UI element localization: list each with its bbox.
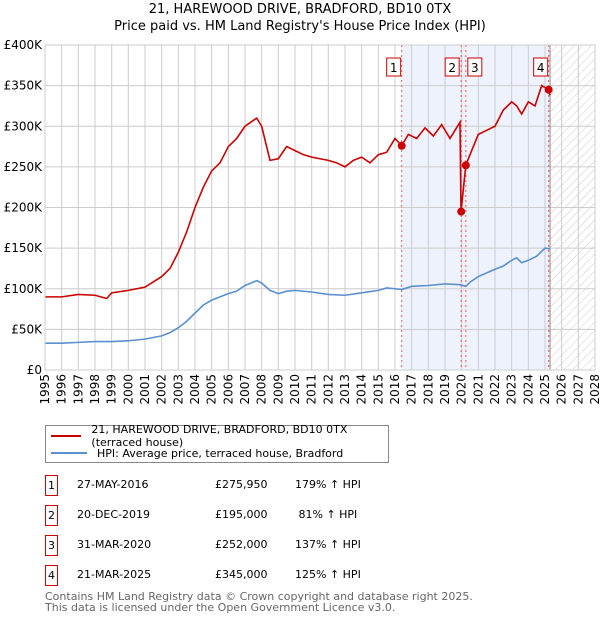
y-tick-label: £350K <box>4 79 44 93</box>
sale-label-box <box>444 57 460 77</box>
y-tick-label: £100K <box>4 282 44 296</box>
x-tick-label: 2017 <box>405 374 419 405</box>
x-tick-label: 2008 <box>255 374 269 405</box>
sale-number: 4 <box>45 565 58 586</box>
legend-red-line <box>51 435 82 437</box>
sale-date: 20-DEC-2019 <box>77 508 151 521</box>
legend: 21, HAREWOOD DRIVE, BRADFORD, BD10 0TX (… <box>45 423 389 463</box>
footer-line-1: Contains HM Land Registry data © Crown c… <box>45 590 473 603</box>
sale-price: £252,000 <box>215 538 268 551</box>
legend-property: 21, HAREWOOD DRIVE, BRADFORD, BD10 0TX (… <box>91 423 348 449</box>
x-tick-label: 2006 <box>221 374 235 405</box>
x-tick-label: 1999 <box>105 374 119 405</box>
sale-label: 1 <box>390 61 398 75</box>
x-tick-label: 2003 <box>171 374 185 405</box>
x-tick-label: 1996 <box>55 374 69 405</box>
sale-label: 3 <box>471 61 479 75</box>
x-tick-label: 2014 <box>355 374 369 405</box>
x-tick-label: 2016 <box>388 374 402 405</box>
x-tick-label: 2015 <box>371 374 385 405</box>
sale-date: 31-MAR-2020 <box>77 538 152 551</box>
footer-line-2: This data is licensed under the Open Gov… <box>45 601 396 614</box>
x-tick-label: 2000 <box>121 374 135 405</box>
series-line <box>45 247 551 344</box>
plot-frame <box>44 44 596 371</box>
sale-price: £345,000 <box>215 568 268 581</box>
sale-point <box>457 207 466 216</box>
y-tick-label: £300K <box>4 119 44 133</box>
x-tick-label: 2001 <box>138 374 152 405</box>
sale-label-box <box>533 57 549 77</box>
x-tick-label: 2002 <box>155 374 169 405</box>
x-tick-label: 2021 <box>471 374 485 405</box>
x-tick-label: 2022 <box>488 374 502 405</box>
sale-number: 1 <box>45 475 58 496</box>
x-tick-label: 2026 <box>555 374 569 405</box>
y-tick-label: £50K <box>11 322 43 336</box>
x-tick-label: 2012 <box>321 374 335 405</box>
sale-date: 21-MAR-2025 <box>77 568 152 581</box>
y-tick-label: £200K <box>4 201 44 215</box>
x-tick-label: 2019 <box>438 374 452 405</box>
y-tick-label: £250K <box>4 160 44 174</box>
chart-title: 21, HAREWOOD DRIVE, BRADFORD, BD10 0TX <box>148 2 452 17</box>
x-tick-label: 2004 <box>188 374 202 405</box>
sale-point <box>544 85 553 94</box>
footer: Contains HM Land Registry data © Crown c… <box>45 591 473 613</box>
sale-price: £275,950 <box>215 478 268 491</box>
sale-hpi-change: 125% ↑ HPI <box>295 568 361 581</box>
sale-hpi-change: 81% ↑ HPI <box>295 508 358 521</box>
x-tick-label: 2011 <box>305 374 319 405</box>
x-tick-label: 1995 <box>38 374 52 405</box>
x-tick-label: 2005 <box>205 374 219 405</box>
price-chart: £0 £50K £100K £150K £200K £250K £300K £350K £400… <box>4 38 600 405</box>
series-line <box>45 84 551 300</box>
chart-subtitle: Price paid vs. HM Land Registry's House … <box>114 19 486 34</box>
sale-label: 4 <box>537 61 545 75</box>
x-tick-label: 2018 <box>421 374 435 405</box>
x-tick-label: 2020 <box>455 374 469 405</box>
legend-hpi: HPI: Average price, terraced house, Brad… <box>97 446 344 460</box>
sale-point <box>461 161 470 170</box>
sale-number: 3 <box>45 535 58 556</box>
y-tick-label: £0 <box>27 363 42 377</box>
sale-label-box <box>467 57 483 77</box>
y-tick-label: £150K <box>4 241 44 255</box>
sale-hpi-change: 137% ↑ HPI <box>295 538 361 551</box>
sale-price: £195,000 <box>215 508 268 521</box>
sale-date: 27-MAY-2016 <box>77 478 149 491</box>
x-tick-label: 2010 <box>288 374 302 405</box>
sale-label: 2 <box>448 61 456 75</box>
x-tick-label: 2028 <box>588 374 600 405</box>
x-tick-label: 2009 <box>271 374 285 405</box>
x-tick-label: 2025 <box>538 374 552 405</box>
y-tick-label: £400K <box>4 38 44 52</box>
sale-number: 2 <box>45 505 58 526</box>
x-tick-label: 2007 <box>238 374 252 405</box>
x-tick-label: 2023 <box>505 374 519 405</box>
sale-hpi-change: 179% ↑ HPI <box>295 478 361 491</box>
x-tick-label: 2013 <box>338 374 352 405</box>
legend-blue-line <box>51 452 87 454</box>
x-tick-label: 1998 <box>88 374 102 405</box>
x-tick-label: 2027 <box>571 374 585 405</box>
sale-label-box <box>386 57 402 77</box>
sale-point <box>397 141 406 150</box>
x-tick-label: 2024 <box>521 374 535 405</box>
x-tick-label: 1997 <box>71 374 85 405</box>
